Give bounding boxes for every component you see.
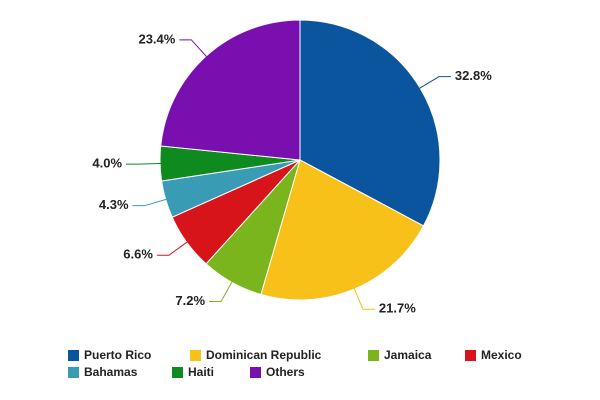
leader-line <box>126 162 165 165</box>
legend-label: Jamaica <box>384 348 432 362</box>
legend-label: Puerto Rico <box>84 348 151 362</box>
legend-swatch <box>465 350 476 361</box>
legend-swatch <box>172 367 183 378</box>
legend-swatch <box>68 367 79 378</box>
legend-swatch <box>190 350 201 361</box>
data-label: 23.4% <box>138 31 175 46</box>
data-label: 4.3% <box>99 197 129 212</box>
leader-line <box>156 239 191 256</box>
legend-swatch <box>250 367 261 378</box>
data-label: 6.6% <box>123 247 153 262</box>
leader-line <box>179 39 210 60</box>
leader-line <box>352 285 375 310</box>
leader-line <box>132 197 170 207</box>
legend-label: Mexico <box>481 348 522 362</box>
data-label: 7.2% <box>175 293 205 308</box>
legend-label: Dominican Republic <box>206 348 322 362</box>
data-label: 32.8% <box>455 68 492 83</box>
pie-slice <box>160 19 301 161</box>
leader-line <box>209 278 235 302</box>
leader-line <box>416 76 451 91</box>
legend-label: Bahamas <box>84 365 138 379</box>
data-label: 21.7% <box>379 301 416 316</box>
data-label: 4.0% <box>92 156 122 171</box>
legend-swatch <box>368 350 379 361</box>
legend-label: Haiti <box>188 365 214 379</box>
legend-swatch <box>68 350 79 361</box>
legend-label: Others <box>266 365 305 379</box>
